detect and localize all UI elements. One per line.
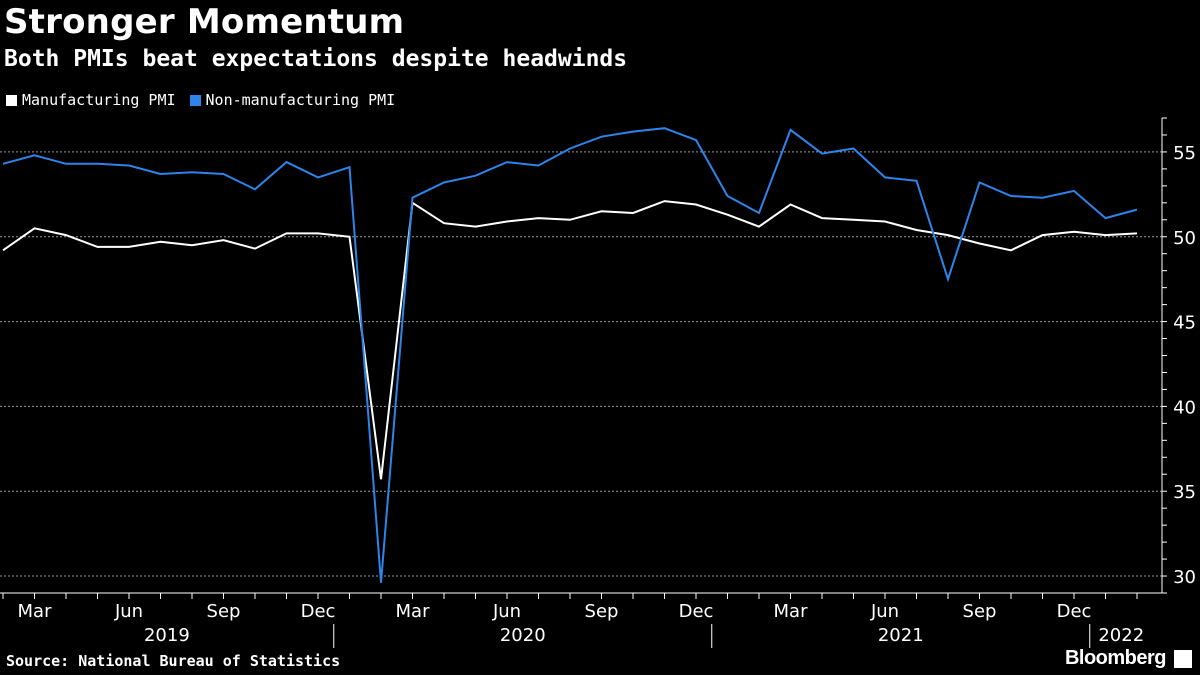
x-tick-label: Dec [301, 601, 336, 622]
legend: Manufacturing PMI Non-manufacturing PMI [6, 91, 395, 109]
x-tick-label: Jun [114, 601, 143, 622]
year-label-2021: 2021 [878, 625, 924, 646]
legend-item-non-manufacturing: Non-manufacturing PMI [189, 91, 396, 109]
x-tick-label: Dec [679, 601, 714, 622]
year-label-2019: 2019 [144, 625, 190, 646]
x-tick-label: Dec [1057, 601, 1092, 622]
legend-swatch-manufacturing [6, 94, 17, 106]
series-line-non-manufacturing [2, 127, 1138, 583]
x-tick-label: Mar [18, 601, 53, 622]
y-tick-label-35: 35 [1173, 482, 1196, 503]
legend-swatch-non-manufacturing [189, 94, 201, 106]
y-tick-label-30: 30 [1173, 567, 1196, 588]
y-tick-label-40: 40 [1173, 397, 1196, 418]
year-label-2022: 2022 [1098, 625, 1144, 646]
x-tick-label: Jun [492, 601, 521, 622]
y-tick-label-50: 50 [1173, 228, 1196, 249]
chart-title: Stronger Momentum [4, 2, 405, 42]
x-tick-label: Sep [207, 601, 241, 622]
brand-icon [1174, 650, 1192, 668]
y-tick-label-45: 45 [1173, 313, 1196, 334]
brand-logo: Bloomberg [1064, 647, 1167, 669]
x-tick-label: Mar [396, 601, 431, 622]
series-line-manufacturing [2, 200, 1138, 480]
legend-item-manufacturing: Manufacturing PMI [6, 91, 176, 109]
x-tick-label: Sep [585, 601, 619, 622]
x-tick-label: Mar [774, 601, 809, 622]
chart-subtitle: Both PMIs beat expectations despite head… [4, 46, 628, 72]
x-tick-label: Sep [963, 601, 997, 622]
y-tick-label-55: 55 [1173, 143, 1196, 164]
source-note: Source: National Bureau of Statistics [6, 652, 341, 670]
legend-label-manufacturing: Manufacturing PMI [22, 91, 176, 109]
year-label-2020: 2020 [500, 625, 546, 646]
legend-label-non-manufacturing: Non-manufacturing PMI [205, 91, 396, 109]
x-tick-label: Jun [870, 601, 899, 622]
